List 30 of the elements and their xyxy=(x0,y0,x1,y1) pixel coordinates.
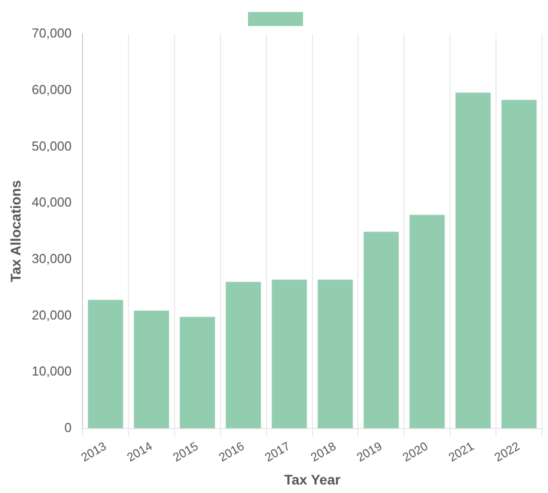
bar xyxy=(501,100,537,428)
x-tick-label: 2020 xyxy=(400,438,431,464)
bar xyxy=(226,282,261,428)
x-tick-label: 2013 xyxy=(78,438,109,464)
y-tick-label: 0 xyxy=(64,420,72,435)
y-axis-title: Tax Allocations xyxy=(7,180,24,282)
y-tick-label: 20,000 xyxy=(32,307,72,322)
y-tick-label: 40,000 xyxy=(32,194,72,210)
x-tick-label: 2022 xyxy=(492,438,522,464)
bar xyxy=(88,300,124,428)
y-tick-label: 50,000 xyxy=(32,138,72,154)
x-tick-label: 2018 xyxy=(308,438,339,464)
x-tick-label: 2021 xyxy=(446,438,477,464)
bar xyxy=(318,280,353,428)
y-tick-label: 60,000 xyxy=(32,82,72,97)
bar xyxy=(180,316,215,428)
y-tick-label: 70,000 xyxy=(32,26,72,41)
x-tick-label: 2017 xyxy=(262,438,293,464)
bar xyxy=(410,214,445,428)
x-tick-label: 2019 xyxy=(354,438,385,464)
x-tick-label: 2015 xyxy=(170,438,201,464)
bar xyxy=(134,310,170,428)
x-tick-label: 2014 xyxy=(124,438,155,464)
bar xyxy=(364,232,399,428)
x-tick-label: 2016 xyxy=(216,438,247,464)
x-axis-title: Tax Year xyxy=(284,471,341,488)
bar xyxy=(456,92,491,428)
y-tick-label: 10,000 xyxy=(32,364,72,379)
y-tick-label: 30,000 xyxy=(32,250,72,266)
bar xyxy=(272,280,307,428)
